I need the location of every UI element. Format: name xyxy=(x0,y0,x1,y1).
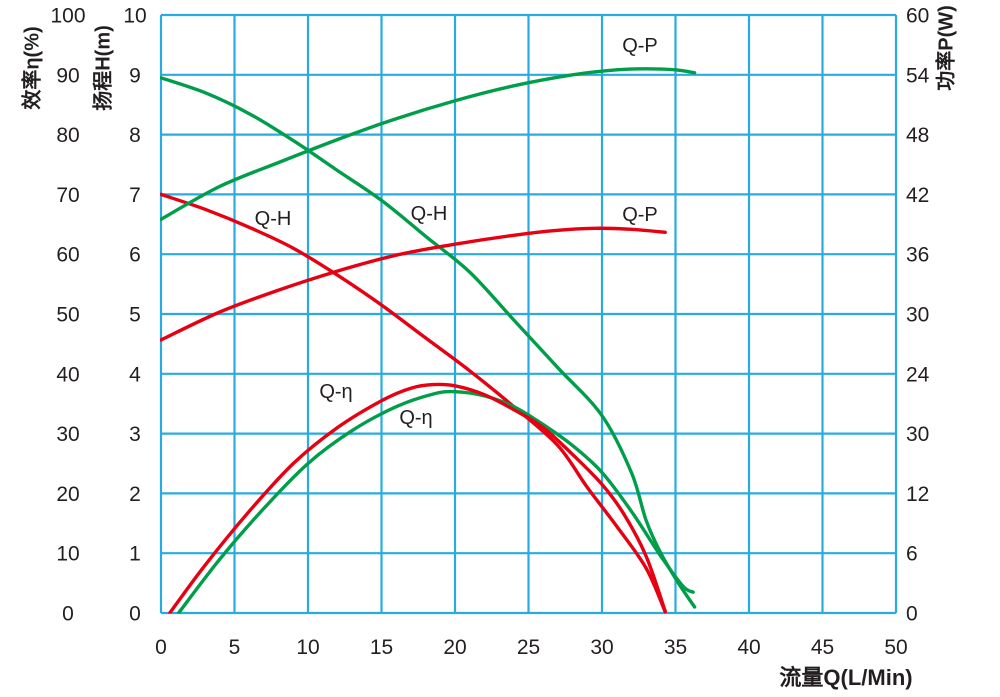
curve-q-h-red xyxy=(160,192,667,614)
efficiency-tick-label-10: 10 xyxy=(56,543,79,566)
curve-label-5: Q-η xyxy=(399,407,432,429)
power-tick-label-10: 0 xyxy=(906,603,918,626)
power-tick-label-5: 30 xyxy=(906,304,929,327)
power-tick-label-9: 6 xyxy=(906,543,918,566)
curve-label-0: Q-P xyxy=(622,35,658,57)
head-tick-label-10: 10 xyxy=(123,5,146,28)
power-axis-title: 功率P(W) xyxy=(935,5,958,91)
efficiency-tick-label-30: 30 xyxy=(56,423,79,446)
efficiency-tick-label-20: 20 xyxy=(56,483,79,506)
curve-q-eta-red xyxy=(168,382,667,614)
curve-q-h-green xyxy=(160,76,697,609)
flow-tick-label-45: 45 xyxy=(811,636,834,659)
flow-tick-label-15: 15 xyxy=(370,636,393,659)
flow-tick-label-25: 25 xyxy=(517,636,540,659)
efficiency-tick-label-60: 60 xyxy=(56,244,79,267)
efficiency-axis-title: 效率η(%) xyxy=(21,26,44,110)
head-tick-label-6: 6 xyxy=(129,244,141,267)
flow-tick-label-50: 50 xyxy=(884,636,907,659)
head-tick-label-9: 9 xyxy=(129,64,141,87)
efficiency-tick-label-50: 50 xyxy=(56,304,79,327)
head-tick-label-0: 0 xyxy=(129,603,141,626)
curve-label-2: Q-H xyxy=(411,203,448,225)
flow-tick-label-10: 10 xyxy=(296,636,319,659)
power-tick-label-2: 48 xyxy=(906,124,929,147)
efficiency-tick-label-80: 80 xyxy=(56,124,79,147)
flow-tick-label-40: 40 xyxy=(737,636,760,659)
flow-tick-label-20: 20 xyxy=(443,636,466,659)
curve-q-p-red xyxy=(160,226,667,342)
head-tick-label-5: 5 xyxy=(129,304,141,327)
flow-tick-label-30: 30 xyxy=(590,636,613,659)
curve-label-3: Q-P xyxy=(622,204,658,226)
head-tick-label-1: 1 xyxy=(129,543,141,566)
head-tick-label-2: 2 xyxy=(129,483,141,506)
power-tick-label-6: 24 xyxy=(906,363,930,386)
efficiency-tick-label-90: 90 xyxy=(56,64,79,87)
head-tick-label-8: 8 xyxy=(129,124,141,147)
efficiency-tick-label-70: 70 xyxy=(56,184,79,207)
flow-tick-label-5: 5 xyxy=(229,636,241,659)
curve-q-p-green xyxy=(160,67,697,221)
curve-label-4: Q-η xyxy=(319,381,352,403)
efficiency-tick-label-40: 40 xyxy=(56,363,79,386)
head-tick-label-3: 3 xyxy=(129,423,141,446)
flow-tick-label-0: 0 xyxy=(155,636,167,659)
head-tick-label-4: 4 xyxy=(129,363,141,386)
power-tick-label-4: 36 xyxy=(906,244,929,267)
power-tick-label-8: 12 xyxy=(906,483,929,506)
efficiency-tick-label-0: 0 xyxy=(62,603,74,626)
flow-axis-title: 流量Q(L/Min) xyxy=(779,665,913,690)
power-tick-label-1: 54 xyxy=(906,64,930,87)
head-tick-label-7: 7 xyxy=(129,184,141,207)
power-tick-label-7: 30 xyxy=(906,423,929,446)
power-tick-label-3: 42 xyxy=(906,184,929,207)
flow-tick-label-35: 35 xyxy=(664,636,687,659)
power-tick-label-0: 60 xyxy=(906,5,929,28)
head-axis-title: 扬程H(m) xyxy=(92,25,115,111)
curve-label-1: Q-H xyxy=(255,208,292,230)
efficiency-tick-label-100: 100 xyxy=(50,5,85,28)
